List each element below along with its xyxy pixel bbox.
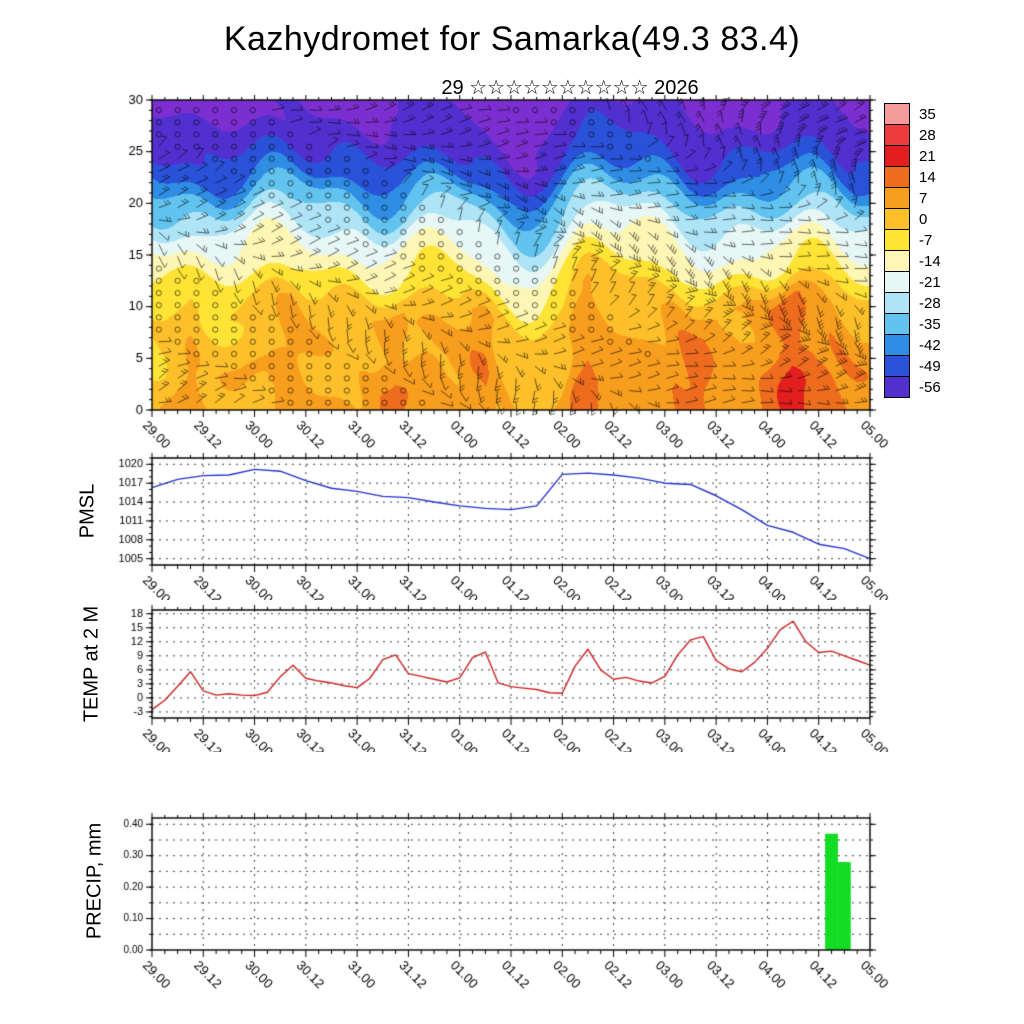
colorbar-row: -49 — [884, 355, 941, 377]
colorbar-label: -21 — [919, 274, 941, 291]
cross-section-canvas — [86, 86, 956, 464]
precip-canvas — [86, 808, 956, 1013]
colorbar-row: -35 — [884, 313, 941, 335]
colorbar-row: 7 — [884, 187, 941, 209]
colorbar-label: 21 — [919, 148, 936, 165]
colorbar-label: 35 — [919, 106, 936, 123]
colorbar-row: 35 — [884, 103, 941, 125]
colorbar-row: -14 — [884, 250, 941, 272]
colorbar-cell — [884, 166, 910, 188]
colorbar-label: -49 — [919, 358, 941, 375]
colorbar-row: 21 — [884, 145, 941, 167]
colorbar-cell — [884, 355, 910, 377]
colorbar-label: -35 — [919, 316, 941, 333]
colorbar-label: -7 — [919, 232, 933, 249]
colorbar-row: 14 — [884, 166, 941, 188]
colorbar-label: -14 — [919, 253, 941, 270]
colorbar-cell — [884, 313, 910, 335]
colorbar-row: -7 — [884, 229, 941, 251]
precip-axis-title: PRECIP, mm — [83, 822, 106, 940]
pmsl-axis-title: PMSL — [76, 483, 99, 539]
temp-axis-title: TEMP at 2 M — [80, 605, 103, 723]
colorbar-label: -28 — [919, 295, 941, 312]
colorbar-cell — [884, 376, 910, 398]
colorbar-row: 28 — [884, 124, 941, 146]
colorbar-cell — [884, 334, 910, 356]
colorbar-row: -42 — [884, 334, 941, 356]
colorbar-cell — [884, 292, 910, 314]
colorbar-cell — [884, 271, 910, 293]
colorbar-label: 14 — [919, 169, 936, 186]
colorbar-label: -56 — [919, 379, 941, 396]
colorbar-label: 7 — [919, 190, 928, 207]
colorbar-cell — [884, 103, 910, 125]
colorbar-cell — [884, 145, 910, 167]
colorbar-row: 0 — [884, 208, 941, 230]
temp-canvas — [86, 600, 956, 752]
page-title: Kazhydromet for Samarka(49.3 83.4) — [223, 20, 801, 58]
colorbar-row: -21 — [884, 271, 941, 293]
colorbar-cell — [884, 229, 910, 251]
colorbar-cell — [884, 250, 910, 272]
colorbar-row: -56 — [884, 376, 941, 398]
colorbar-cell — [884, 124, 910, 146]
colorbar-cell — [884, 208, 910, 230]
colorbar-label: 0 — [919, 211, 928, 228]
colorbar-label: -42 — [919, 337, 941, 354]
colorbar-label: 28 — [919, 127, 936, 144]
pmsl-canvas — [86, 448, 956, 600]
colorbar-row: -28 — [884, 292, 941, 314]
colorbar: 35 28 21 14 7 0 -7 -14 -21 -28 -35 -42 -49 -56 — [884, 103, 941, 398]
colorbar-cell — [884, 187, 910, 209]
